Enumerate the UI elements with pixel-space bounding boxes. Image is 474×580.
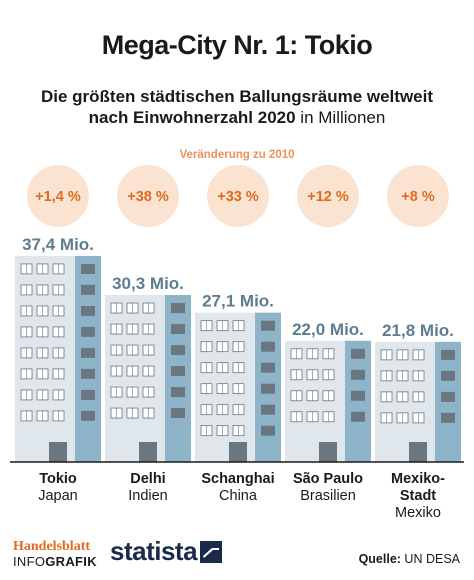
accent-window [261, 341, 275, 352]
infografik-light: INFO [13, 554, 46, 569]
accent-window [171, 303, 185, 314]
building-accent [435, 341, 461, 462]
accent-window [171, 408, 185, 419]
accent-window [81, 368, 95, 379]
city-label: Schanghai [201, 471, 274, 487]
infografik-bold: GRAFIK [45, 554, 97, 569]
value-label: 22,0 Mio. [292, 320, 364, 339]
handelsblatt-wordmark: Handelsblatt [13, 539, 91, 554]
country-label: Mexiko [395, 505, 441, 521]
accent-window [171, 387, 185, 398]
change-value: +33 % [217, 189, 259, 205]
change-value: +38 % [127, 189, 169, 205]
accent-window [81, 305, 95, 316]
subtitle-line-1: Die größten städtischen Ballungsräume we… [40, 87, 434, 106]
accent-window [171, 345, 185, 356]
accent-window [81, 263, 95, 274]
accent-window [351, 348, 365, 359]
change-bubble [117, 165, 179, 227]
country-label: Japan [38, 488, 78, 504]
city-label: Mexiko- [391, 471, 445, 487]
accent-window [171, 366, 185, 377]
value-label: 37,4 Mio. [22, 235, 94, 254]
accent-window [81, 284, 95, 295]
source-value: UN DESA [404, 552, 460, 566]
building-door [319, 442, 337, 462]
accent-window [81, 326, 95, 337]
value-label: 21,8 Mio. [382, 321, 454, 340]
building-door [49, 442, 67, 462]
accent-window [261, 320, 275, 331]
change-value: +1,4 % [35, 189, 81, 205]
building-accent [345, 340, 371, 462]
handelsblatt-logo: Handelsblatt INFOGRAFIK [13, 539, 97, 569]
subtitle-bold: nach Einwohnerzahl 2020 [88, 108, 296, 127]
accent-window [441, 391, 455, 402]
country-label: Indien [128, 488, 168, 504]
source-note: Quelle: UN DESA [359, 552, 460, 566]
country-label: Brasilien [300, 488, 356, 504]
change-label: Veränderung zu 2010 [179, 149, 295, 161]
building-door [139, 442, 157, 462]
change-bubble [27, 165, 89, 227]
accent-window [351, 411, 365, 422]
city-label: Delhi [130, 471, 165, 487]
change-bubble [207, 165, 269, 227]
change-value: +8 % [401, 189, 435, 205]
city-label: Stadt [400, 488, 436, 504]
city-label: Tokio [39, 471, 77, 487]
building-door [229, 442, 247, 462]
value-label: 27,1 Mio. [202, 292, 274, 311]
accent-window [261, 425, 275, 436]
change-bubble [297, 165, 359, 227]
subtitle-unit: in Millionen [300, 108, 386, 127]
infografik-wordmark: INFOGRAFIK [13, 554, 97, 569]
accent-window [261, 404, 275, 415]
accent-window [81, 347, 95, 358]
accent-window [351, 369, 365, 380]
accent-window [261, 383, 275, 394]
accent-window [81, 389, 95, 400]
accent-window [81, 410, 95, 421]
accent-window [441, 412, 455, 423]
building-accent [165, 295, 191, 462]
accent-window [441, 370, 455, 381]
accent-window [441, 349, 455, 360]
subtitle-line-2: nach Einwohnerzahl 2020 in Millionen [0, 107, 474, 128]
accent-window [351, 390, 365, 401]
value-label: 30,3 Mio. [112, 274, 184, 293]
statista-wordmark: statista [110, 536, 198, 566]
statista-logo-icon [200, 541, 222, 563]
change-bubble [387, 165, 449, 227]
chart-subtitle: Die größten städtischen Ballungsräume we… [0, 86, 474, 128]
change-value: +12 % [307, 189, 349, 205]
building-door [409, 442, 427, 462]
chart-title: Mega-City Nr. 1: Tokio [101, 30, 373, 60]
accent-window [261, 362, 275, 373]
accent-window [171, 324, 185, 335]
country-label: China [219, 488, 258, 504]
city-label: São Paulo [293, 471, 363, 487]
source-label: Quelle: [358, 552, 401, 566]
